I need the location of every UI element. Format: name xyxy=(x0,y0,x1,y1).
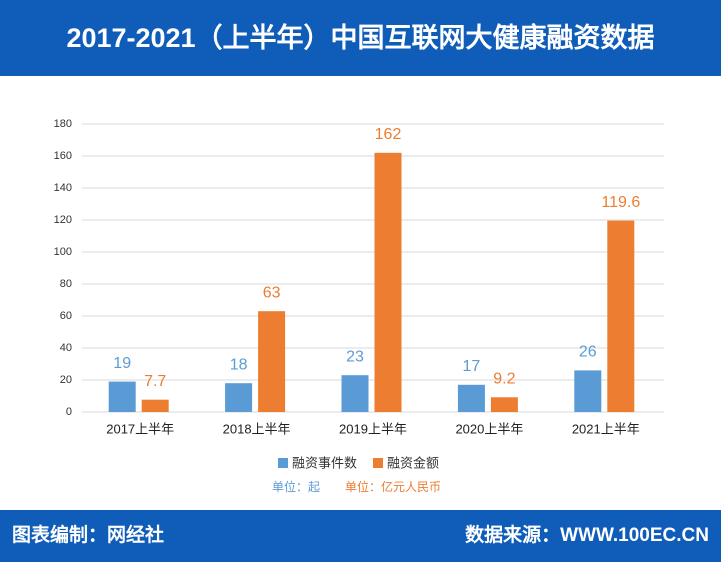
footer-right: 数据来源：WWW.100EC.CN xyxy=(465,525,709,546)
bar xyxy=(258,311,286,412)
y-tick-label: 120 xyxy=(54,214,72,226)
legend-label: 融资金额 xyxy=(387,455,439,470)
chart: 0 20 40 60 80 100 120 140 160 180 2017上半年 19 7.7 2018… xyxy=(54,118,664,494)
bar xyxy=(574,370,602,412)
data-label: 26 xyxy=(579,344,597,361)
y-tick-label: 140 xyxy=(54,182,72,194)
bar xyxy=(108,381,136,412)
footer-left: 图表编制：网经社 xyxy=(12,525,165,546)
x-tick-label: 2017上半年 xyxy=(106,421,174,436)
legend-swatch xyxy=(373,458,383,468)
data-label: 162 xyxy=(375,126,402,143)
data-label: 18 xyxy=(230,356,248,373)
bar xyxy=(141,399,169,412)
data-label: 119.6 xyxy=(601,194,640,211)
y-tick-label: 80 xyxy=(60,278,72,290)
data-label: 7.7 xyxy=(144,373,166,390)
bar xyxy=(457,384,485,412)
footer: 图表编制：网经社 数据来源：WWW.100EC.CN xyxy=(0,510,721,562)
bar xyxy=(490,397,518,412)
data-label: 23 xyxy=(346,348,364,365)
x-tick-label: 2018上半年 xyxy=(223,421,291,436)
y-tick-label: 0 xyxy=(66,406,72,418)
data-label: 17 xyxy=(463,358,481,375)
legend-swatch xyxy=(278,458,288,468)
x-tick-label: 2019上半年 xyxy=(339,421,407,436)
bar xyxy=(374,152,402,413)
y-tick-label: 100 xyxy=(54,246,72,258)
unit-label: 单位：起 xyxy=(272,479,320,494)
y-tick-label: 40 xyxy=(60,342,72,354)
title: 2017-2021（上半年）中国互联网大健康融资数据 xyxy=(0,0,721,76)
data-label: 9.2 xyxy=(493,370,515,387)
legend-label: 融资事件数 xyxy=(292,455,357,470)
x-tick-label: 2021上半年 xyxy=(572,421,640,436)
bar xyxy=(225,383,253,412)
data-label: 19 xyxy=(113,355,131,372)
y-tick-label: 20 xyxy=(60,374,72,386)
data-label: 63 xyxy=(263,284,281,301)
bar xyxy=(341,375,369,412)
y-tick-label: 160 xyxy=(54,150,72,162)
x-tick-label: 2020上半年 xyxy=(455,421,523,436)
unit-label: 单位：亿元人民币 xyxy=(345,479,441,494)
y-tick-label: 60 xyxy=(60,310,72,322)
y-tick-label: 180 xyxy=(54,118,72,130)
bar xyxy=(607,220,635,412)
